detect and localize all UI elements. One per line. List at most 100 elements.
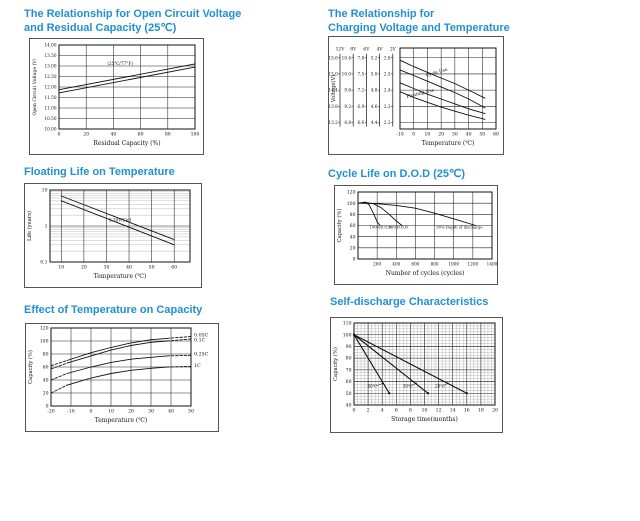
- svg-text:800: 800: [431, 262, 439, 267]
- svg-text:20: 20: [83, 132, 89, 138]
- svg-text:50: 50: [188, 409, 194, 415]
- chart-canvas-floating-life: 10 20 30 40 50 60 0.1 1 10 Temperature (℃) Life (y…: [24, 183, 202, 288]
- svg-text:80: 80: [346, 356, 352, 362]
- svg-text:110: 110: [343, 321, 352, 327]
- svg-text:6: 6: [395, 408, 398, 414]
- svg-text:100: 100: [191, 132, 200, 138]
- svg-text:30℃: 30℃: [403, 383, 413, 388]
- svg-text:7.5: 7.5: [358, 72, 365, 77]
- svg-text:Temperature (℃): Temperature (℃): [422, 140, 475, 147]
- panel-floating-life: Floating Life on Temperature 10 20 30 40 50 6…: [24, 166, 224, 294]
- svg-text:50%D.O.D: 50%D.O.D: [388, 224, 408, 229]
- chart-title-line: and Residual Capacity (25℃): [24, 21, 177, 34]
- svg-text:13.2: 13.2: [328, 120, 338, 125]
- svg-text:100%D.O.D: 100%D.O.D: [369, 224, 391, 229]
- chart-canvas-charging-voltage: 12V 15.6 15.0 14.4 13.8 13.2 8V 10.4 10.0 9.6 9.2 8…: [328, 36, 504, 155]
- svg-text:30% Depth of discharge: 30% Depth of discharge: [436, 224, 483, 229]
- svg-text:12: 12: [436, 408, 442, 414]
- svg-text:600: 600: [411, 262, 419, 267]
- svg-text:8: 8: [409, 408, 412, 414]
- svg-text:120: 120: [347, 190, 356, 196]
- svg-text:1400: 1400: [487, 262, 498, 267]
- svg-text:80: 80: [165, 132, 171, 138]
- svg-text:13.50: 13.50: [45, 53, 57, 58]
- svg-text:7.2: 7.2: [358, 88, 365, 93]
- svg-text:2.4: 2.4: [384, 88, 391, 93]
- svg-text:14: 14: [450, 408, 456, 414]
- svg-text:40: 40: [466, 132, 472, 138]
- svg-text:20: 20: [350, 245, 356, 251]
- svg-text:100: 100: [347, 201, 356, 207]
- svg-text:13.00: 13.00: [45, 64, 57, 69]
- svg-text:80: 80: [43, 352, 49, 358]
- svg-text:Storage time(months): Storage time(months): [391, 416, 458, 423]
- svg-text:6V: 6V: [363, 48, 370, 53]
- svg-text:Capacity (%): Capacity (%): [27, 350, 34, 384]
- svg-text:Voltage(V): Voltage(V): [330, 75, 337, 103]
- svg-text:11.50: 11.50: [45, 95, 57, 100]
- svg-text:16: 16: [464, 408, 470, 414]
- chart-title-line: Charging Voltage and Temperature: [328, 21, 510, 34]
- svg-text:12V: 12V: [336, 48, 346, 53]
- svg-text:30: 30: [452, 132, 458, 138]
- chart-title-floating-life: Floating Life on Temperature: [24, 166, 175, 180]
- svg-text:14.00: 14.00: [45, 43, 57, 48]
- chart-title-self-discharge: Self-discharge Characteristics: [330, 296, 488, 310]
- svg-text:70: 70: [346, 367, 352, 373]
- chart-canvas-cycle-life: 200 400 600 800 1000 1200 1400 0 20 40 60 80 100 120 N…: [334, 185, 498, 285]
- svg-text:10.0: 10.0: [342, 72, 352, 77]
- panel-open-circuit-voltage: The Relationship for Open Circuit Voltag…: [24, 8, 244, 160]
- svg-text:(25℃/77°F): (25℃/77°F): [107, 61, 133, 67]
- chart-canvas-open-circuit-voltage: 0 20 40 60 80 100 10.00 10.50 11.00 11.50 12.00 12.…: [29, 38, 204, 155]
- chart-title-line: Self-discharge Characteristics: [330, 296, 489, 308]
- chart-title-charging-voltage: The Relationship for Charging Voltage an…: [328, 8, 510, 35]
- chart-title-line: The Relationship for: [328, 8, 435, 20]
- svg-text:10: 10: [42, 188, 48, 194]
- svg-text:20: 20: [492, 408, 498, 414]
- svg-text:1: 1: [45, 224, 48, 230]
- panel-cycle-life: Cycle Life on D.O.D (25℃) 200 400 600 800 10…: [328, 168, 528, 292]
- svg-text:100: 100: [40, 339, 49, 345]
- svg-text:0.05C: 0.05C: [194, 332, 209, 338]
- svg-text:0: 0: [46, 404, 49, 410]
- svg-text:20: 20: [43, 391, 49, 397]
- chart-title-open-circuit-voltage: The Relationship for Open Circuit Voltag…: [24, 8, 241, 35]
- panel-temperature-capacity: Effect of Temperature on Capacity -20 -10…: [24, 304, 224, 436]
- svg-text:15.0: 15.0: [328, 72, 338, 77]
- svg-text:0.1C: 0.1C: [194, 338, 206, 344]
- svg-text:12.50: 12.50: [45, 74, 57, 79]
- chart-canvas-temperature-capacity: -20 -10 0 10 20 30 40 50 0 20 40 60 80 100 120 Temperat…: [25, 323, 219, 432]
- svg-text:4V: 4V: [377, 48, 384, 53]
- svg-text:0.1: 0.1: [40, 260, 47, 266]
- svg-text:60: 60: [138, 132, 144, 138]
- svg-text:Number of cycles (cycles): Number of cycles (cycles): [386, 270, 465, 277]
- chart-title-line: Floating Life on Temperature: [24, 166, 175, 178]
- svg-text:50: 50: [346, 391, 352, 397]
- svg-text:40: 40: [126, 265, 132, 271]
- svg-text:10: 10: [108, 409, 114, 415]
- svg-text:0: 0: [412, 132, 415, 138]
- svg-text:0: 0: [353, 408, 356, 414]
- svg-text:5.2: 5.2: [371, 55, 378, 60]
- svg-text:40: 40: [43, 378, 49, 384]
- svg-text:1200: 1200: [468, 262, 479, 267]
- svg-text:40: 40: [346, 403, 352, 409]
- panel-self-discharge: Self-discharge Characteristics 0 2 4 6 8 10 12…: [330, 296, 530, 438]
- svg-text:6.6: 6.6: [358, 120, 365, 125]
- svg-text:8.8: 8.8: [344, 120, 351, 125]
- svg-text:14.4: 14.4: [328, 88, 338, 93]
- svg-text:1000: 1000: [448, 262, 459, 267]
- svg-text:2.3: 2.3: [384, 104, 391, 109]
- svg-text:10.00: 10.00: [45, 127, 57, 132]
- chart-title-line: Cycle Life on D.O.D (25℃): [328, 168, 466, 180]
- svg-text:10: 10: [58, 265, 64, 271]
- svg-text:Life (years): Life (years): [26, 211, 33, 241]
- svg-text:18: 18: [478, 408, 484, 414]
- svg-text:5.0: 5.0: [371, 72, 378, 77]
- svg-text:40: 40: [110, 132, 116, 138]
- svg-text:Capacity (%): Capacity (%): [336, 209, 343, 243]
- panel-charging-voltage: The Relationship for Charging Voltage an…: [328, 8, 548, 160]
- chart-title-cycle-life: Cycle Life on D.O.D (25℃): [328, 168, 465, 182]
- svg-text:100: 100: [343, 332, 352, 338]
